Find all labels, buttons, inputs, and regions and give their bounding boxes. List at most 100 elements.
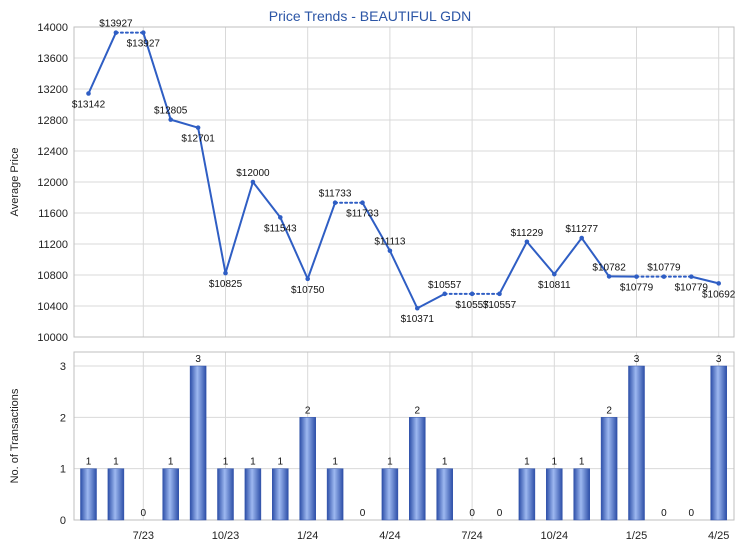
price-data-label: $10779 bbox=[647, 263, 681, 274]
price-data-labels: $13142 $13927 $13927 $12805 $12701 $10825 $120… bbox=[72, 19, 736, 326]
price-point bbox=[716, 281, 721, 286]
price-point bbox=[360, 200, 365, 205]
price-data-label: $10782 bbox=[592, 262, 626, 273]
price-data-label: $11113 bbox=[374, 237, 406, 248]
price-data-label: $10371 bbox=[401, 314, 435, 325]
price-line-segment bbox=[498, 240, 528, 295]
transaction-data-labels: 1 1 0 1 3 1 1 1 2 1 0 1 2 1 0 0 1 1 1 2 3 0 0 3 bbox=[86, 354, 722, 519]
price-line-segment bbox=[197, 126, 227, 275]
transaction-data-label: 1 bbox=[442, 457, 448, 468]
transaction-bar bbox=[409, 417, 426, 521]
transaction-bar bbox=[710, 365, 727, 521]
transaction-data-label: 1 bbox=[579, 457, 585, 468]
price-data-label: $13927 bbox=[99, 19, 133, 30]
transaction-bar bbox=[299, 417, 316, 521]
transaction-bar bbox=[217, 468, 234, 521]
price-point bbox=[86, 91, 91, 96]
transaction-bar bbox=[546, 468, 563, 521]
price-data-label: $10811 bbox=[538, 280, 571, 291]
price-data-label: $10779 bbox=[675, 283, 709, 294]
transaction-data-label: 1 bbox=[552, 457, 558, 468]
price-point bbox=[552, 271, 557, 277]
transactions-tick-label: 3 bbox=[60, 361, 66, 373]
transactions-tick-label: 1 bbox=[60, 464, 66, 476]
price-tick-label: 12400 bbox=[37, 146, 68, 158]
price-data-label: $10557 bbox=[428, 280, 462, 291]
price-line-segment bbox=[361, 201, 391, 252]
price-data-label: $11733 bbox=[346, 209, 379, 220]
price-tick-label: 10000 bbox=[37, 332, 68, 344]
price-series bbox=[86, 30, 721, 311]
transaction-data-label: 0 bbox=[360, 508, 366, 519]
price-data-label: $13142 bbox=[72, 99, 106, 110]
transaction-data-label: 0 bbox=[469, 508, 475, 519]
price-point bbox=[332, 200, 338, 205]
transaction-data-label: 1 bbox=[387, 457, 393, 468]
transaction-bar bbox=[628, 365, 645, 521]
price-line-segment bbox=[416, 292, 446, 310]
date-tick-label: 1/25 bbox=[626, 530, 647, 542]
transaction-bar bbox=[326, 468, 344, 521]
transaction-bar bbox=[518, 468, 536, 521]
transaction-bar bbox=[244, 468, 262, 521]
price-data-label: $11229 bbox=[511, 228, 544, 239]
price-data-label: $10825 bbox=[209, 279, 243, 290]
transaction-bar bbox=[573, 468, 590, 521]
transactions-tick-label: 2 bbox=[60, 412, 66, 424]
transaction-bar bbox=[600, 417, 618, 521]
price-axis-ticks: 10000 10400 10800 11200 11600 12000 12400 12800… bbox=[37, 22, 68, 344]
date-tick-label: 4/24 bbox=[379, 530, 400, 542]
transaction-bar bbox=[436, 468, 453, 521]
transaction-data-label: 1 bbox=[86, 457, 92, 468]
transaction-data-label: 3 bbox=[195, 354, 201, 365]
price-point bbox=[524, 239, 530, 245]
transaction-data-label: 1 bbox=[332, 457, 338, 468]
price-data-label: $11733 bbox=[319, 189, 352, 200]
price-line-segment bbox=[306, 201, 337, 280]
price-point bbox=[278, 215, 283, 220]
price-point bbox=[223, 270, 228, 276]
transaction-bar bbox=[107, 468, 125, 521]
transaction-bar bbox=[80, 468, 97, 521]
price-tick-label: 12800 bbox=[37, 115, 68, 127]
price-point bbox=[113, 30, 119, 35]
price-data-label: $11543 bbox=[264, 223, 297, 234]
price-line-segment bbox=[87, 31, 117, 95]
date-axis-ticks: 7/23 10/23 1/24 4/24 7/24 10/24 1/25 4/25 bbox=[133, 530, 730, 542]
price-point bbox=[579, 235, 584, 241]
price-data-label: $10692 bbox=[702, 289, 736, 300]
date-tick-label: 4/25 bbox=[708, 530, 729, 542]
price-point bbox=[168, 117, 173, 122]
price-point bbox=[195, 125, 201, 130]
transaction-data-label: 1 bbox=[113, 457, 119, 468]
date-tick-label: 10/24 bbox=[541, 530, 569, 542]
date-tick-label: 10/23 bbox=[212, 530, 240, 542]
price-point bbox=[689, 274, 694, 279]
date-tick-label: 7/23 bbox=[133, 530, 154, 542]
price-line-segment bbox=[169, 118, 200, 129]
price-line-segment bbox=[525, 240, 556, 276]
price-tick-label: 11600 bbox=[38, 208, 68, 220]
transaction-data-label: 3 bbox=[634, 354, 640, 365]
transaction-data-label: 1 bbox=[524, 457, 530, 468]
price-line-segment bbox=[553, 237, 583, 276]
price-data-label: $10750 bbox=[291, 285, 325, 296]
price-point bbox=[606, 274, 612, 279]
price-line-segment bbox=[251, 181, 282, 219]
date-tick-label: 1/24 bbox=[297, 530, 318, 542]
transaction-data-label: 0 bbox=[141, 508, 147, 519]
transaction-data-label: 1 bbox=[168, 457, 174, 468]
price-line-segment bbox=[142, 31, 172, 121]
price-point bbox=[250, 179, 256, 185]
price-tick-label: 11200 bbox=[38, 239, 68, 251]
price-point bbox=[141, 30, 146, 35]
price-tick-label: 13600 bbox=[37, 53, 68, 65]
price-data-label: $12805 bbox=[154, 106, 188, 117]
price-tick-label: 10800 bbox=[37, 270, 68, 282]
price-tick-label: 13200 bbox=[37, 84, 68, 96]
price-tick-label: 14000 bbox=[37, 22, 68, 34]
transaction-bar bbox=[381, 468, 399, 521]
price-point bbox=[387, 248, 393, 254]
transaction-data-label: 1 bbox=[250, 457, 256, 468]
